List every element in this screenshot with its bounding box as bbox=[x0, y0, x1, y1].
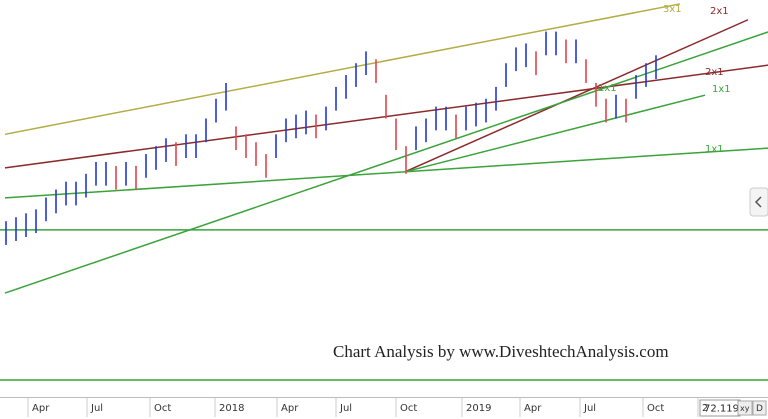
x-tick-label: Jul bbox=[339, 403, 352, 414]
d-button-label: D bbox=[756, 404, 763, 414]
scroll-button[interactable] bbox=[749, 187, 768, 217]
fan-line bbox=[4, 147, 768, 199]
scroll-arrow bbox=[754, 196, 762, 208]
x-tick-label: Oct bbox=[647, 403, 664, 414]
d-button[interactable] bbox=[752, 400, 767, 416]
x-tick-label: Jul bbox=[583, 403, 596, 414]
fan-line bbox=[404, 94, 706, 173]
xy-button[interactable] bbox=[737, 400, 753, 416]
x-tick-label: Oct bbox=[154, 403, 171, 414]
fan-label: 1x1 bbox=[598, 83, 617, 94]
fan-label: 1x1 bbox=[705, 144, 724, 155]
fan-label: 2x1 bbox=[710, 6, 729, 17]
price-label: 72.119 bbox=[704, 404, 739, 415]
fan-line bbox=[404, 19, 749, 173]
watermark: Chart Analysis by www.DiveshtechAnalysis… bbox=[333, 342, 669, 361]
fan-line bbox=[4, 3, 681, 136]
fan-label: 2x1 bbox=[705, 67, 724, 78]
fan-line bbox=[4, 31, 768, 294]
x-tick-label: Apr bbox=[32, 403, 50, 414]
x-tick-label: Apr bbox=[281, 403, 299, 414]
x-tick-label: 2019 bbox=[466, 403, 491, 414]
xy-button-label: xy bbox=[740, 404, 750, 413]
x-tick-label: Apr bbox=[524, 403, 542, 414]
x-tick-label: 2 bbox=[702, 403, 708, 414]
x-tick-label: Oct bbox=[400, 403, 417, 414]
plot-area: 3x1 2x1 2x1 1x1 1x1 1x1 bbox=[0, 3, 768, 381]
x-tick-label: 2018 bbox=[219, 403, 244, 414]
fan-label: 1x1 bbox=[712, 84, 731, 95]
fan-label: 3x1 bbox=[663, 4, 682, 15]
x-tick-label: Jul bbox=[90, 403, 103, 414]
